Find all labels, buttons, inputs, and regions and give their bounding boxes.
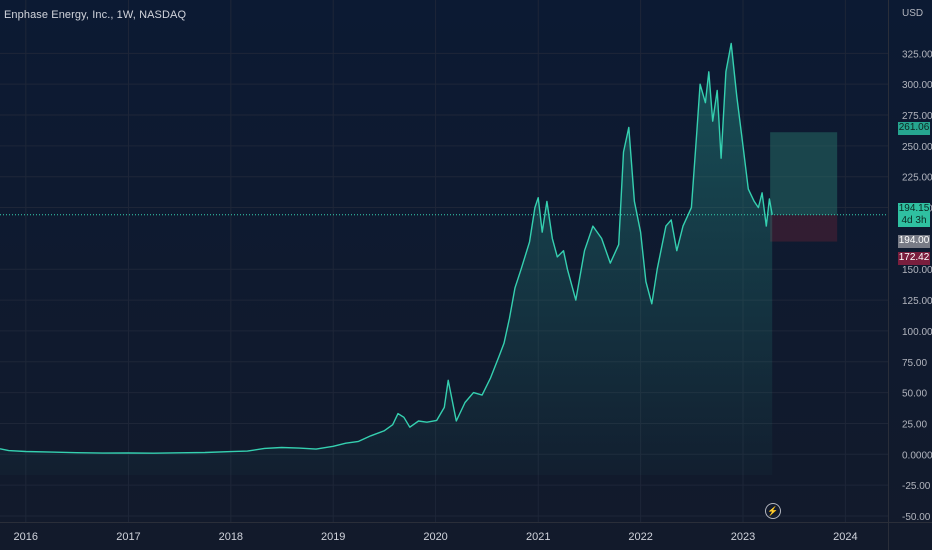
x-tick-label: 2020	[423, 531, 447, 543]
x-tick-label: 2018	[219, 531, 243, 543]
stop-zone	[770, 214, 838, 242]
x-tick-label: 2023	[731, 531, 755, 543]
y-tick-label: 100.00	[902, 327, 932, 338]
y-tick-label: 125.00	[902, 296, 932, 307]
bar-countdown: 4d 3h	[901, 215, 927, 226]
currency-label: USD	[902, 8, 924, 19]
lightning-icon[interactable]: ⚡	[765, 503, 781, 519]
y-tick-label: 0.0000	[902, 450, 932, 461]
price-area	[0, 43, 773, 475]
x-tick-label: 2022	[628, 531, 652, 543]
chart-title: Enphase Energy, Inc., 1W, NASDAQ	[4, 9, 187, 21]
y-tick-label: 325.00	[902, 49, 932, 60]
y-tick-label: 50.00	[902, 389, 927, 400]
current-price-value: 194.15	[898, 203, 930, 214]
target-zone	[770, 132, 838, 215]
y-tick-label: 25.00	[902, 419, 927, 430]
y-tick-label: 75.00	[902, 358, 927, 369]
x-tick-label: 2017	[116, 531, 140, 543]
y-tick-label: -50.00	[902, 512, 931, 523]
stop-price-tag: 172.42	[898, 252, 930, 265]
y-tick-label: 275.00	[902, 111, 932, 122]
y-tick-label: -25.00	[902, 481, 931, 492]
y-tick-label: 250.00	[902, 142, 932, 153]
entry-price-tag: 194.00	[898, 235, 930, 248]
y-tick-label: 300.00	[902, 80, 932, 91]
price-line	[0, 42, 773, 454]
x-tick-label: 2019	[321, 531, 345, 543]
current-price-tag: 194.15 4d 3h	[898, 203, 930, 227]
x-tick-label: 2021	[526, 531, 550, 543]
target-price-tag: 261.06	[898, 122, 930, 135]
x-tick-label: 2024	[833, 531, 857, 543]
x-tick-label: 2016	[14, 531, 38, 543]
y-tick-label: 225.00	[902, 173, 932, 184]
y-tick-label: 150.00	[902, 265, 932, 276]
